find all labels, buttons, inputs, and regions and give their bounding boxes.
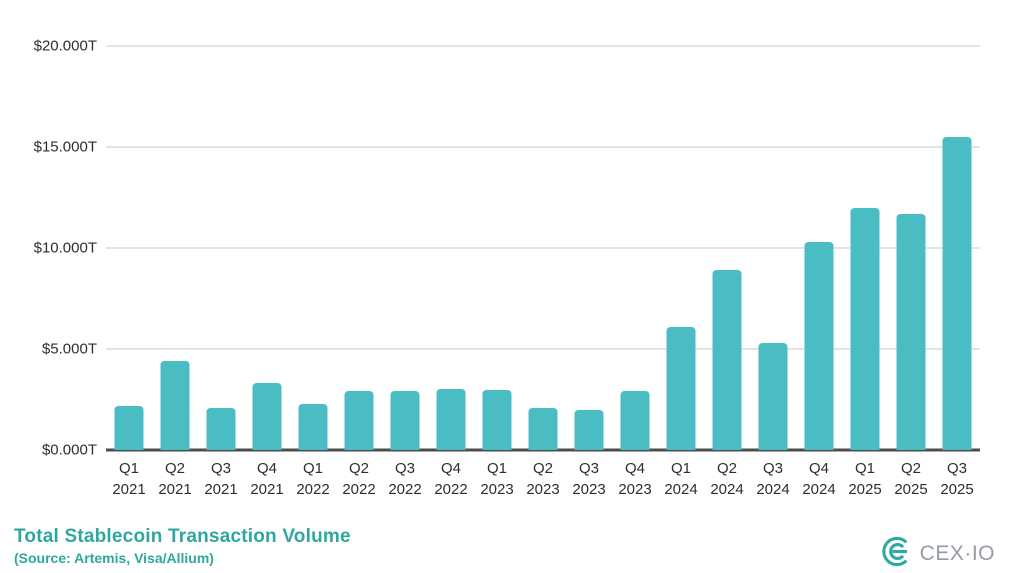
bar-slot: Q3 2022 <box>382 46 428 498</box>
x-tick-label: Q3 2023 <box>572 460 606 498</box>
x-tick-label: Q1 2023 <box>480 460 514 498</box>
bar-q3-2023 <box>574 409 604 450</box>
bar-q4-2022 <box>436 389 466 450</box>
y-tick-label: $20.000T <box>33 37 97 55</box>
x-tick-label: Q4 2024 <box>802 460 836 498</box>
y-tick-label: $15.000T <box>33 138 97 156</box>
y-tick-label: $0.000T <box>41 441 97 459</box>
x-tick-label: Q2 2024 <box>710 460 744 498</box>
bar-q2-2022 <box>344 391 374 450</box>
bar-slot: Q2 2024 <box>704 46 750 498</box>
x-tick-label: Q3 2024 <box>756 460 790 498</box>
cexio-logo-icon <box>879 535 912 573</box>
x-tick-label: Q2 2023 <box>526 460 560 498</box>
y-axis-labels: $0.000T $5.000T $10.000T $15.000T $20.000T <box>0 38 97 459</box>
bar-slot: Q1 2025 <box>842 46 888 498</box>
bar-q2-2021 <box>160 361 190 450</box>
cexio-logo: CEX·IO <box>879 535 995 573</box>
bar-slot: Q3 2025 <box>934 46 980 498</box>
x-tick-label: Q1 2025 <box>848 460 882 498</box>
bar-slot: Q4 2021 <box>244 46 290 498</box>
bar-q1-2025 <box>850 207 880 450</box>
bar-slot: Q2 2025 <box>888 46 934 498</box>
x-tick-label: Q2 2022 <box>342 460 376 498</box>
bars: Q1 2021 Q2 2021 Q3 2021 Q4 2021 Q1 2022 Q2 2022 Q3 20… <box>106 46 980 498</box>
bar-q1-2021 <box>114 405 144 450</box>
bar-slot: Q1 2023 <box>474 46 520 498</box>
bar-q3-2024 <box>758 342 788 450</box>
chart-source: (Source: Artemis, Visa/Allium) <box>14 550 214 566</box>
gridline <box>106 247 980 249</box>
y-tick-label: $10.000T <box>33 239 97 257</box>
x-tick-label: Q3 2021 <box>204 460 238 498</box>
title-block: Total Stablecoin Transaction Volume (Sou… <box>14 526 351 566</box>
bar-slot: Q2 2023 <box>520 46 566 498</box>
bar-q4-2023 <box>620 391 650 450</box>
cexio-logo-text: CEX·IO <box>919 542 995 565</box>
gridline <box>106 146 980 148</box>
bar-slot: Q4 2023 <box>612 46 658 498</box>
gridline <box>106 45 980 47</box>
x-tick-label: Q1 2021 <box>112 460 146 498</box>
bar-q3-2022 <box>390 391 420 450</box>
x-tick-label: Q1 2022 <box>296 460 330 498</box>
bar-q2-2025 <box>896 213 926 450</box>
chart-title: Total Stablecoin Transaction Volume <box>14 526 351 547</box>
bar-q2-2024 <box>712 270 742 450</box>
x-axis-line <box>106 448 980 452</box>
gridlines <box>106 45 980 452</box>
y-tick-label: $5.000T <box>41 340 97 358</box>
bar-q4-2024 <box>804 241 834 450</box>
x-tick-label: Q3 2022 <box>388 460 422 498</box>
bar-q1-2023 <box>482 390 512 450</box>
bar-slot: Q4 2022 <box>428 46 474 498</box>
bar-slot: Q4 2024 <box>796 46 842 498</box>
bar-q1-2022 <box>298 403 328 450</box>
bar-q3-2025 <box>942 136 972 450</box>
x-tick-label: Q4 2022 <box>434 460 468 498</box>
x-tick-label: Q4 2021 <box>250 460 284 498</box>
bar-slot: Q1 2022 <box>290 46 336 498</box>
bar-q3-2021 <box>206 407 236 450</box>
x-tick-label: Q1 2024 <box>664 460 698 498</box>
bar-q4-2021 <box>252 383 282 450</box>
x-tick-label: Q3 2025 <box>940 460 974 498</box>
bar-q1-2024 <box>666 326 696 450</box>
x-tick-label: Q2 2025 <box>894 460 928 498</box>
bar-slot: Q3 2023 <box>566 46 612 498</box>
bar-q2-2023 <box>528 407 558 450</box>
x-tick-label: Q4 2023 <box>618 460 652 498</box>
plot-area: Q1 2021 Q2 2021 Q3 2021 Q4 2021 Q1 2022 Q2 2022 Q3 20… <box>106 45 980 498</box>
bar-slot: Q2 2022 <box>336 46 382 498</box>
bar-slot: Q1 2021 <box>106 46 152 498</box>
bar-slot: Q2 2021 <box>152 46 198 498</box>
bar-slot: Q1 2024 <box>658 46 704 498</box>
bar-slot: Q3 2021 <box>198 46 244 498</box>
bar-slot: Q3 2024 <box>750 46 796 498</box>
gridline <box>106 348 980 350</box>
x-tick-label: Q2 2021 <box>158 460 192 498</box>
